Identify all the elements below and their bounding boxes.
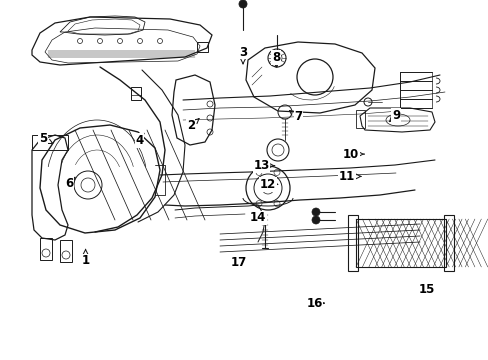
Text: 9: 9	[389, 109, 399, 122]
Bar	[355, 219, 445, 267]
Text: 5: 5	[39, 132, 53, 145]
Text: 16: 16	[305, 297, 324, 310]
Text: 11: 11	[338, 170, 360, 183]
Text: 10: 10	[342, 148, 364, 161]
Text: 15: 15	[418, 283, 434, 296]
Text: 3: 3	[239, 46, 246, 64]
Text: 2: 2	[186, 119, 199, 132]
Circle shape	[311, 216, 319, 224]
Text: 13: 13	[253, 159, 274, 172]
Circle shape	[239, 0, 246, 8]
Text: 14: 14	[249, 211, 265, 224]
Text: 1: 1	[81, 249, 89, 267]
Text: 7: 7	[289, 111, 302, 123]
Circle shape	[311, 208, 319, 216]
Text: 12: 12	[259, 178, 277, 191]
Text: 6: 6	[65, 177, 75, 190]
Text: 17: 17	[230, 256, 246, 269]
Text: 4: 4	[135, 133, 144, 147]
Text: 8: 8	[272, 51, 280, 67]
